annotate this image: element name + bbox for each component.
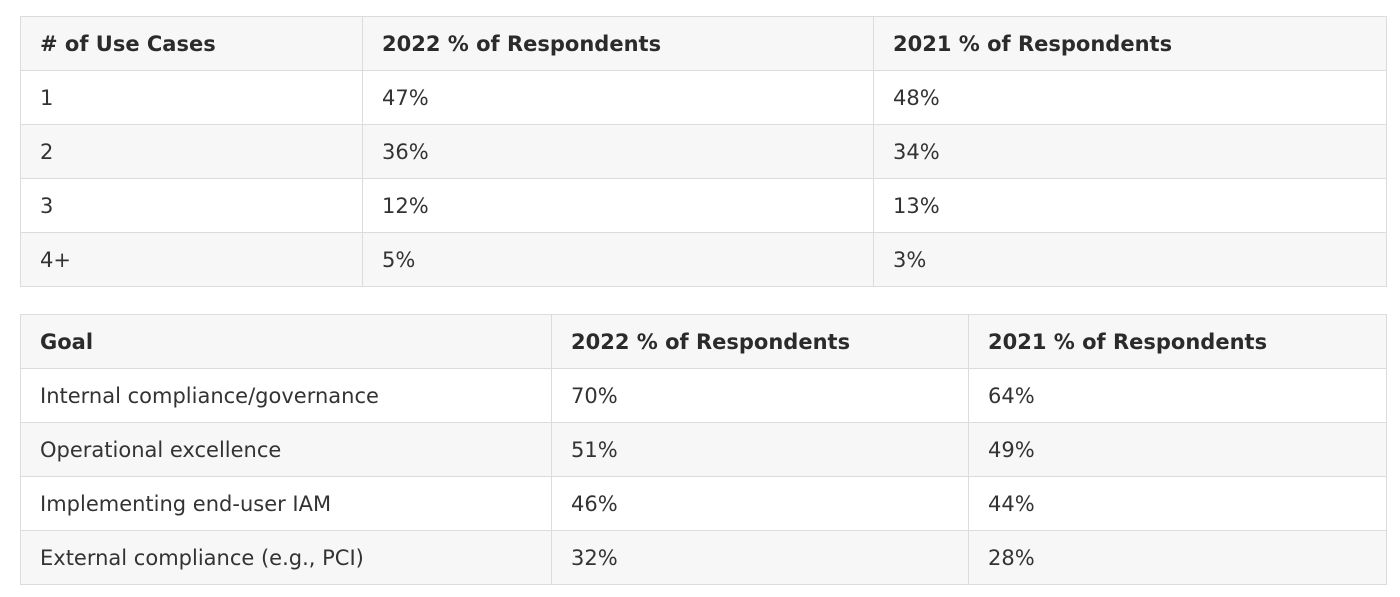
goals-table: Goal 2022 % of Respondents 2021 % of Res… xyxy=(20,314,1387,585)
header-2022-respondents: 2022 % of Respondents xyxy=(551,314,969,369)
pct-2021-cell: 28% xyxy=(968,530,1387,585)
table-row: Operational excellence 51% 49% xyxy=(20,422,1387,477)
use-cases-table: # of Use Cases 2022 % of Respondents 202… xyxy=(20,16,1387,287)
goal-cell: Implementing end-user IAM xyxy=(20,476,552,531)
header-2021-respondents: 2021 % of Respondents xyxy=(968,314,1387,369)
use-cases-cell: 1 xyxy=(20,70,363,125)
pct-2021-cell: 49% xyxy=(968,422,1387,477)
pct-2022-cell: 47% xyxy=(362,70,874,125)
pct-2021-cell: 44% xyxy=(968,476,1387,531)
header-use-cases: # of Use Cases xyxy=(20,16,363,71)
table-header-row: Goal 2022 % of Respondents 2021 % of Res… xyxy=(20,314,1387,369)
table-row: 4+ 5% 3% xyxy=(20,232,1387,287)
header-goal: Goal xyxy=(20,314,552,369)
goal-cell: Internal compliance/governance xyxy=(20,368,552,423)
table-row: 3 12% 13% xyxy=(20,178,1387,233)
pct-2021-cell: 48% xyxy=(873,70,1387,125)
goal-cell: Operational excellence xyxy=(20,422,552,477)
pct-2022-cell: 70% xyxy=(551,368,969,423)
table-row: 1 47% 48% xyxy=(20,70,1387,125)
pct-2021-cell: 64% xyxy=(968,368,1387,423)
table-row: 2 36% 34% xyxy=(20,124,1387,179)
header-2021-respondents: 2021 % of Respondents xyxy=(873,16,1387,71)
pct-2022-cell: 51% xyxy=(551,422,969,477)
pct-2022-cell: 5% xyxy=(362,232,874,287)
header-2022-respondents: 2022 % of Respondents xyxy=(362,16,874,71)
use-cases-cell: 4+ xyxy=(20,232,363,287)
pct-2021-cell: 13% xyxy=(873,178,1387,233)
pct-2022-cell: 12% xyxy=(362,178,874,233)
use-cases-cell: 3 xyxy=(20,178,363,233)
goal-cell: External compliance (e.g., PCI) xyxy=(20,530,552,585)
pct-2022-cell: 32% xyxy=(551,530,969,585)
pct-2021-cell: 34% xyxy=(873,124,1387,179)
table-row: Internal compliance/governance 70% 64% xyxy=(20,368,1387,423)
table-row: Implementing end-user IAM 46% 44% xyxy=(20,476,1387,531)
use-cases-cell: 2 xyxy=(20,124,363,179)
pct-2022-cell: 36% xyxy=(362,124,874,179)
table-row: External compliance (e.g., PCI) 32% 28% xyxy=(20,530,1387,585)
table-header-row: # of Use Cases 2022 % of Respondents 202… xyxy=(20,16,1387,71)
pct-2022-cell: 46% xyxy=(551,476,969,531)
pct-2021-cell: 3% xyxy=(873,232,1387,287)
